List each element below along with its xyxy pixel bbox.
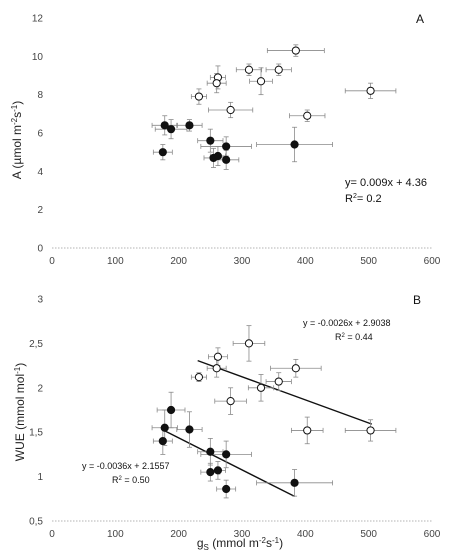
panel-b-points — [158, 339, 375, 494]
data-point-filled — [185, 121, 194, 130]
panel-b-open-r-squared: R2 = 0.44 — [335, 332, 373, 342]
data-point-filled — [166, 405, 176, 415]
data-point-open — [226, 105, 235, 115]
data-point-open — [256, 383, 266, 392]
data-point-filled — [290, 478, 299, 487]
data-point-filled — [160, 121, 169, 130]
y-tick-label: 12 — [32, 14, 44, 25]
x-tick-label: 200 — [170, 529, 187, 540]
x-tick-label: 300 — [234, 256, 251, 267]
panel-b-tick-labels: 0 100 200 300 400 500 600 0,5 1 1,5 2 2,5 3 — [29, 295, 441, 541]
x-tick-label: 500 — [360, 256, 377, 267]
data-point-open — [291, 364, 300, 373]
data-point-filled — [213, 151, 223, 161]
y-tick-label: 6 — [37, 129, 43, 140]
x-tick-label: 300 — [234, 529, 251, 540]
y-tick-label: 0,5 — [29, 517, 43, 528]
data-point-open — [212, 364, 221, 373]
data-point-open — [366, 426, 375, 435]
data-point-filled — [206, 468, 215, 477]
y-tick-label: 2 — [37, 205, 43, 216]
data-point-filled — [290, 140, 299, 149]
x-tick-label: 400 — [297, 529, 314, 540]
data-point-open — [303, 426, 312, 435]
data-point-open — [274, 65, 283, 74]
y-tick-label: 1 — [37, 472, 43, 483]
y-tick-label: 3 — [37, 295, 43, 306]
data-point-filled — [222, 155, 231, 164]
data-point-filled — [185, 425, 194, 434]
y-tick-label: 4 — [37, 167, 43, 178]
data-point-open — [303, 111, 312, 120]
x-tick-label: 500 — [360, 529, 377, 540]
trendline-open — [197, 359, 373, 425]
data-point-open — [212, 79, 221, 88]
data-point-filled — [213, 466, 223, 475]
panel-b: 0 100 200 300 400 500 600 0,5 1 1,5 2 2,5 3 B WUE (m… — [13, 293, 441, 552]
y-tick-label: 0 — [37, 244, 43, 255]
panel-a-points — [158, 46, 375, 164]
panel-b-open-equation: y = -0.0026x + 2.9038 — [303, 318, 391, 328]
x-tick-label: 200 — [170, 256, 187, 267]
data-point-open — [244, 65, 254, 74]
panel-b-filled-equation: y = -0.0036x + 2.1557 — [82, 461, 170, 471]
data-point-filled — [222, 142, 231, 151]
data-point-filled — [166, 125, 176, 134]
data-point-filled — [158, 436, 167, 446]
data-point-filled — [158, 148, 167, 157]
data-point-open — [213, 352, 223, 361]
y-tick-label: 1,5 — [29, 428, 43, 439]
panel-b-filled-r-squared: R2 = 0.50 — [112, 475, 150, 485]
x-tick-label: 0 — [49, 256, 55, 267]
panel-b-x-axis-title: gS (mmol m-2s-1) — [197, 536, 283, 552]
x-tick-label: 100 — [107, 256, 124, 267]
panel-b-trendlines — [162, 359, 373, 498]
data-point-filled — [160, 423, 169, 432]
x-tick-label: 100 — [107, 529, 124, 540]
data-point-filled — [206, 136, 215, 145]
x-tick-label: 600 — [424, 529, 441, 540]
panel-a-tick-labels: 0 100 200 300 400 500 600 0 2 4 6 8 10 12 — [32, 14, 441, 268]
panel-a: 0 100 200 300 400 500 600 0 2 4 6 8 10 12 A A (µmol m… — [10, 12, 441, 267]
data-point-open — [274, 377, 283, 386]
panel-a-y-axis-title: A (µmol m-2s-1) — [10, 101, 24, 180]
y-tick-label: 2 — [37, 383, 43, 394]
data-point-open — [291, 46, 300, 55]
x-tick-label: 600 — [424, 256, 441, 267]
panel-a-equation: y= 0.009x + 4.36 — [345, 177, 427, 189]
trendline-filled — [162, 429, 295, 498]
data-point-filled — [206, 447, 215, 456]
data-point-open — [194, 373, 204, 382]
y-tick-label: 8 — [37, 90, 43, 101]
data-point-filled — [222, 484, 231, 494]
y-tick-label: 2,5 — [29, 339, 43, 350]
panel-a-label: A — [416, 12, 424, 26]
data-point-open — [256, 77, 266, 86]
data-point-filled — [222, 450, 231, 459]
data-point-open — [226, 397, 235, 406]
data-point-open — [366, 86, 375, 95]
y-tick-label: 10 — [32, 52, 44, 63]
data-point-open — [244, 339, 254, 348]
x-tick-label: 0 — [49, 529, 55, 540]
x-tick-label: 400 — [297, 256, 314, 267]
data-point-open — [194, 92, 204, 101]
panel-a-r-squared: R2= 0.2 — [345, 193, 382, 205]
panel-b-label: B — [413, 293, 421, 307]
panel-b-y-axis-title: WUE (mmol mol-1) — [13, 363, 27, 461]
